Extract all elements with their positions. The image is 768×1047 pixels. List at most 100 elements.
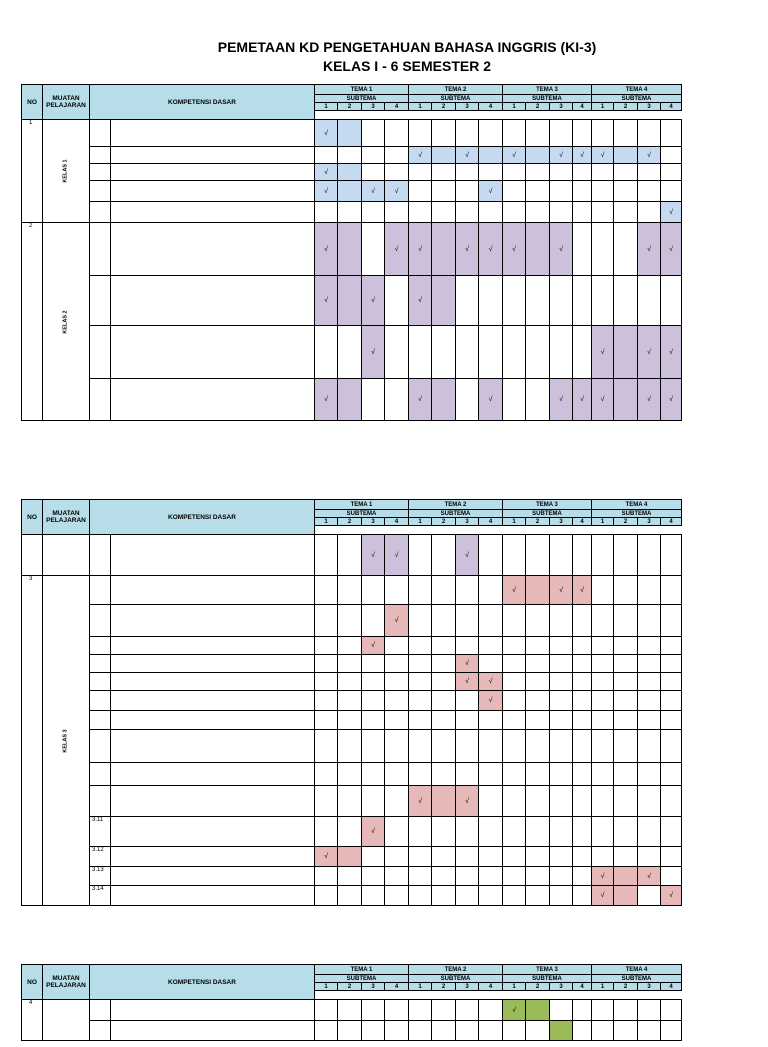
subtema-cell: [660, 575, 682, 605]
kd-number-cell: 3.11: [89, 816, 111, 847]
subtema-cell: [455, 275, 479, 326]
subtema-cell: [572, 163, 592, 181]
subtema-cell: [549, 636, 573, 655]
subtema-cell: [314, 999, 338, 1021]
subtema-cell: [384, 1020, 409, 1041]
subtema-cell: [384, 672, 409, 691]
subtema-cell: [384, 885, 409, 906]
header-subtema-number: 3: [361, 517, 385, 526]
subtema-cell: [361, 729, 385, 763]
subtema-cell: [337, 201, 362, 223]
header-subtema-number: 3: [549, 982, 573, 991]
subtema-cell: [431, 180, 456, 202]
subtema-cell: [549, 604, 573, 637]
subtema-cell: [637, 163, 661, 181]
subtema-cell: √: [660, 201, 682, 223]
subtema-cell: [660, 1020, 682, 1041]
subtema-cell: [637, 1020, 661, 1041]
subtema-cell: [637, 119, 661, 147]
subtema-cell: [361, 866, 385, 886]
subtema-cell: [314, 690, 338, 711]
checkmark: √: [418, 797, 422, 805]
subtema-cell: [408, 636, 432, 655]
subtema-cell: [502, 762, 526, 786]
checkmark: √: [465, 245, 469, 253]
subtema-cell: √: [660, 222, 682, 276]
header-muatan-pelajaran: MUATAN PELAJARAN: [42, 499, 90, 535]
subtema-cell: [502, 378, 526, 421]
subtema-cell: [660, 999, 682, 1021]
subtema-cell: √: [549, 222, 573, 276]
subtema-cell: [525, 729, 550, 763]
subtema-cell: [591, 785, 614, 817]
subtema-cell: [408, 575, 432, 605]
subtema-cell: [337, 710, 362, 730]
subtema-cell: √: [591, 146, 614, 164]
header-no: NO: [21, 84, 43, 120]
subtema-cell: [384, 325, 409, 379]
subtema-cell: [408, 163, 432, 181]
subtema-cell: [525, 636, 550, 655]
checkmark: √: [465, 660, 469, 667]
checkmark: √: [324, 187, 328, 195]
subtema-cell: [455, 846, 479, 867]
subtema-cell: √: [455, 146, 479, 164]
subtema-cell: [613, 672, 638, 691]
no-cell: [21, 534, 43, 576]
checkmark: √: [580, 586, 584, 594]
subtema-cell: [549, 710, 573, 730]
subtema-cell: [591, 762, 614, 786]
subtema-cell: [361, 146, 385, 164]
header-subtema-number: 1: [408, 982, 432, 991]
subtema-cell: [408, 534, 432, 576]
subtema-cell: [478, 885, 503, 906]
subtema-cell: [314, 146, 338, 164]
subtema-cell: [431, 654, 456, 673]
subtema-cell: [525, 1020, 550, 1041]
subtema-cell: [455, 325, 479, 379]
subtema-cell: [502, 119, 526, 147]
kd-description-cell: [110, 378, 315, 421]
subtema-cell: [431, 1020, 456, 1041]
subtema-cell: [591, 222, 614, 276]
subtema-cell: [613, 378, 638, 421]
subtema-cell: [337, 690, 362, 711]
subtema-cell: [478, 575, 503, 605]
subtema-cell: [549, 275, 573, 326]
subtema-cell: √: [408, 222, 432, 276]
subtema-cell: [337, 325, 362, 379]
subtema-cell: [525, 604, 550, 637]
subtema-cell: √: [314, 378, 338, 421]
subtema-cell: [314, 201, 338, 223]
checkmark: √: [394, 617, 399, 624]
kd-number-cell: [89, 604, 111, 637]
subtema-cell: [361, 163, 385, 181]
checkmark: √: [580, 151, 584, 159]
subtema-cell: [314, 1020, 338, 1041]
subtema-cell: [591, 180, 614, 202]
subtema-cell: [431, 999, 456, 1021]
subtema-cell: [637, 762, 661, 786]
subtema-cell: [478, 604, 503, 637]
subtema-cell: [384, 690, 409, 711]
subtema-cell: √: [478, 690, 503, 711]
subtema-cell: [660, 180, 682, 202]
subtema-cell: [478, 729, 503, 763]
kd-description-cell: [110, 654, 315, 673]
kd-number-cell: [89, 146, 111, 164]
subtema-cell: √: [455, 785, 479, 817]
subtema-cell: [502, 163, 526, 181]
subtema-cell: [478, 534, 503, 576]
subtema-cell: √: [591, 866, 614, 886]
subtema-cell: [478, 325, 503, 379]
kd-number: 3.13: [92, 867, 104, 873]
kd-number: 3.12: [92, 847, 104, 853]
subtema-cell: √: [549, 575, 573, 605]
subtema-cell: [637, 275, 661, 326]
header-muatan-pelajaran: MUATAN PELAJARAN: [42, 84, 90, 120]
subtema-cell: √: [502, 222, 526, 276]
subtema-cell: [408, 201, 432, 223]
subtema-cell: [660, 163, 682, 181]
subtema-cell: [613, 275, 638, 326]
subtema-cell: [431, 325, 456, 379]
